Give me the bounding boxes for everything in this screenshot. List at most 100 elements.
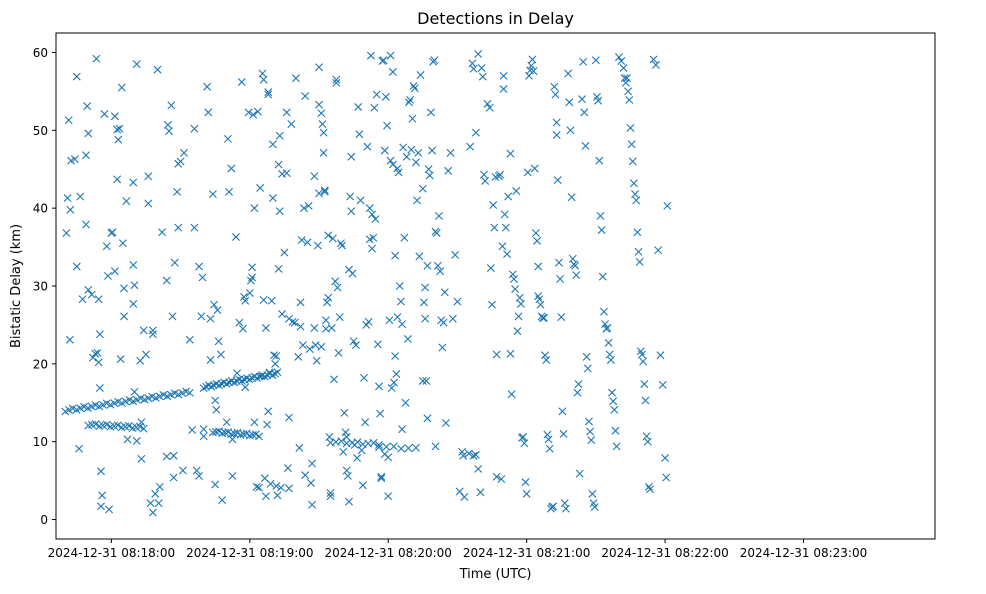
data-point-marker <box>296 298 305 307</box>
y-tick-label: 0 <box>40 513 48 527</box>
data-point-marker <box>398 425 407 434</box>
plot-area-frame <box>55 32 936 540</box>
data-point-marker <box>354 102 363 111</box>
data-point-marker <box>399 143 408 152</box>
data-point-marker <box>415 252 424 261</box>
data-point-marker <box>481 176 490 185</box>
data-point-marker <box>372 90 381 99</box>
data-point-marker <box>339 447 348 456</box>
data-point-marker <box>531 229 540 238</box>
data-point-marker <box>300 204 309 213</box>
data-point-marker <box>611 426 620 435</box>
data-point-marker <box>275 207 284 216</box>
data-point-marker <box>466 142 475 151</box>
data-point-marker <box>241 296 250 305</box>
data-point-marker <box>227 430 236 439</box>
data-point-marker <box>575 469 584 478</box>
data-point-marker <box>135 422 144 431</box>
data-point-marker <box>610 405 619 414</box>
data-point-marker <box>357 446 366 455</box>
data-point-marker <box>110 267 119 276</box>
data-point-marker <box>404 444 413 453</box>
data-point-marker <box>410 84 419 93</box>
data-point-marker <box>584 417 593 426</box>
data-point-marker <box>574 380 583 389</box>
data-point-marker <box>485 103 494 112</box>
data-point-marker <box>567 193 576 202</box>
data-point-marker <box>222 379 231 388</box>
x-axis-label: Time (UTC) <box>459 567 532 582</box>
data-point-marker <box>601 320 610 329</box>
data-point-marker <box>291 74 300 83</box>
data-point-marker <box>335 313 344 322</box>
data-point-marker <box>499 71 508 80</box>
data-point-marker <box>572 271 581 280</box>
data-point-marker <box>641 396 650 405</box>
data-point-marker <box>158 228 167 237</box>
data-point-marker <box>411 443 420 452</box>
data-point-marker <box>542 355 551 364</box>
data-point-marker <box>245 431 254 440</box>
data-point-marker <box>506 349 515 358</box>
data-point-marker <box>498 242 507 251</box>
data-point-marker <box>305 345 314 354</box>
data-point-marker <box>418 184 427 193</box>
data-point-marker <box>130 387 139 396</box>
data-point-marker <box>337 437 346 446</box>
data-point-marker <box>353 438 362 447</box>
data-point-marker <box>315 63 323 72</box>
data-point-marker <box>310 172 319 181</box>
data-point-marker <box>332 75 341 84</box>
data-point-marker <box>366 51 375 60</box>
data-point-marker <box>87 290 96 299</box>
data-point-marker <box>471 128 480 137</box>
data-point-marker <box>173 187 182 196</box>
data-point-marker <box>521 478 530 487</box>
data-point-marker <box>612 442 621 451</box>
data-point-marker <box>153 65 162 74</box>
data-point-marker <box>527 61 536 70</box>
data-point-marker <box>330 375 338 384</box>
data-point-marker <box>223 134 232 143</box>
data-point-marker <box>554 258 563 267</box>
data-point-marker <box>244 108 253 117</box>
data-point-marker <box>282 108 291 117</box>
data-point-marker <box>623 74 631 83</box>
data-point-marker <box>313 241 322 250</box>
data-point-marker <box>165 127 174 136</box>
data-point-marker <box>311 341 320 350</box>
data-point-marker <box>95 383 104 392</box>
data-point-marker <box>500 210 509 219</box>
data-point-marker <box>488 300 497 309</box>
data-point-marker <box>255 483 264 492</box>
data-point-marker <box>228 471 237 480</box>
data-point-marker <box>308 500 317 509</box>
data-point-marker <box>439 318 448 327</box>
data-point-marker <box>628 157 637 166</box>
data-point-marker <box>478 72 487 81</box>
data-point-marker <box>96 502 105 511</box>
data-point-marker <box>285 413 294 422</box>
data-point-marker <box>190 124 199 133</box>
data-point-marker <box>586 427 595 436</box>
data-point-marker <box>318 120 327 129</box>
data-point-marker <box>414 148 423 157</box>
data-point-marker <box>543 430 552 439</box>
data-point-marker <box>353 454 362 463</box>
data-point-marker <box>384 453 393 462</box>
data-point-marker <box>627 140 636 149</box>
data-point-marker <box>347 207 356 216</box>
data-point-marker <box>271 359 280 368</box>
x-tick-label: 2024-12-31 08:19:00 <box>186 546 313 560</box>
data-point-marker <box>195 471 204 480</box>
data-point-marker <box>273 368 282 377</box>
data-point-marker <box>250 418 259 427</box>
data-point-marker <box>285 484 294 493</box>
data-point-marker <box>643 437 652 446</box>
data-point-marker <box>565 98 574 107</box>
y-tick-label: 40 <box>33 202 48 216</box>
data-point-marker <box>130 281 139 290</box>
data-point-marker <box>351 341 360 350</box>
data-point-marker <box>619 64 628 73</box>
data-point-marker <box>94 358 103 367</box>
